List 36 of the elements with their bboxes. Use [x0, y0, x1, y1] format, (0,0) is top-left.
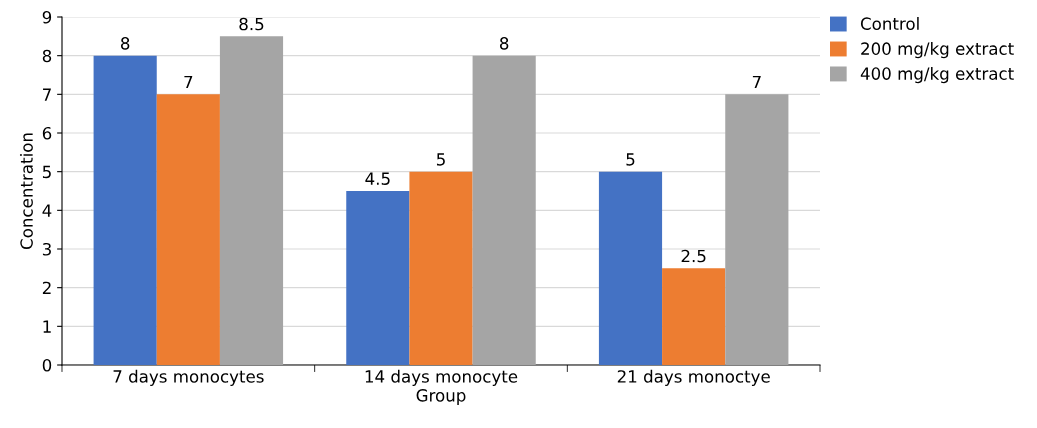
y-tick-label: 1	[43, 320, 51, 333]
bar	[219, 36, 284, 365]
bar	[598, 171, 663, 365]
data-label: 5	[436, 153, 445, 166]
y-tick-label: 4	[42, 204, 52, 217]
bar	[93, 55, 157, 365]
y-tick-label: 9	[42, 10, 52, 24]
y-tick-label: 3	[42, 242, 51, 256]
y-axis-title: Concentration	[19, 133, 33, 250]
data-label: 8.5	[239, 17, 264, 31]
bar	[156, 94, 220, 365]
data-label: 8	[499, 37, 509, 50]
data-label: 5	[626, 153, 635, 166]
y-tick-label: 8	[42, 49, 52, 63]
y-tick-label: 2	[42, 281, 51, 294]
data-label: 7	[184, 75, 193, 89]
bar	[346, 191, 410, 365]
bar	[409, 171, 473, 365]
y-tick-label: 6	[42, 126, 52, 140]
legend-label: Control	[860, 17, 919, 30]
y-tick-label: 5	[42, 165, 51, 179]
data-label: 2.5	[681, 249, 706, 263]
bar	[472, 55, 536, 365]
x-tick-label: 21 days monoctye	[617, 369, 770, 386]
data-label: 7	[752, 75, 761, 89]
bar	[662, 268, 726, 365]
x-axis-title: Group	[416, 389, 466, 405]
legend-label: 400 mg/kg extract	[860, 66, 1014, 84]
legend-label: 200 mg/kg extract	[861, 42, 1014, 59]
data-label: 8	[120, 37, 130, 50]
x-tick-label: 14 days monocyte	[365, 369, 518, 386]
bar	[725, 94, 789, 365]
y-tick-label: 7	[43, 88, 51, 101]
x-tick-label: 7 days monocytes	[113, 369, 264, 386]
data-label: 4.5	[365, 172, 390, 185]
y-tick-label: 0	[42, 358, 52, 372]
